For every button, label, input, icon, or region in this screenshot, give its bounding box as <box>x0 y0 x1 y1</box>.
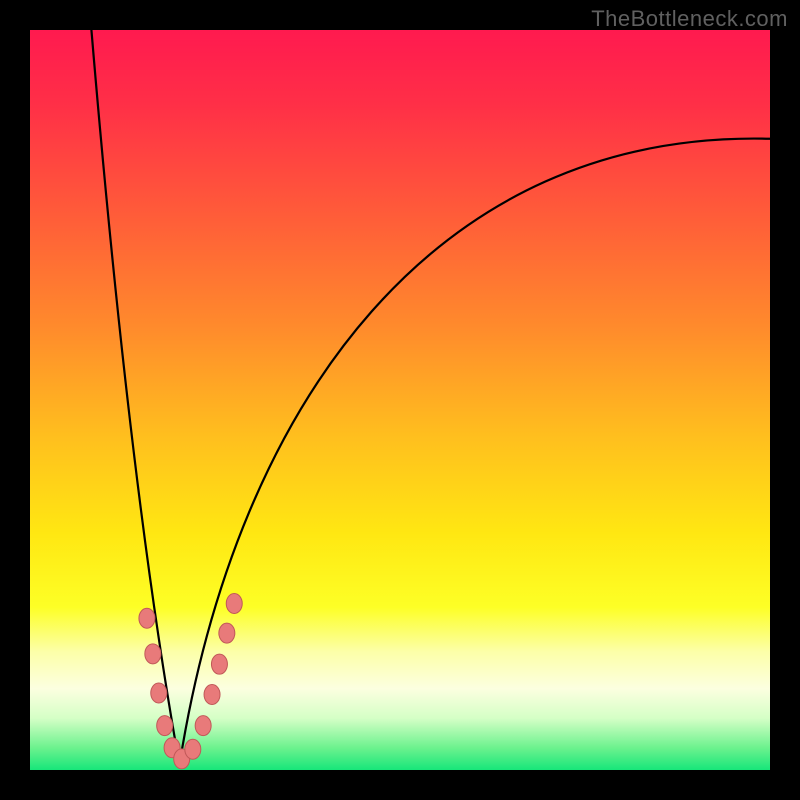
marker-point <box>185 739 201 759</box>
marker-point <box>195 716 211 736</box>
chart-container: TheBottleneck.com <box>0 0 800 800</box>
marker-point <box>145 644 161 664</box>
marker-point <box>204 685 220 705</box>
marker-point <box>157 716 173 736</box>
marker-point <box>226 594 242 614</box>
marker-point <box>211 654 227 674</box>
plot-area <box>30 30 770 770</box>
marker-point <box>219 623 235 643</box>
marker-point <box>151 683 167 703</box>
marker-point <box>139 608 155 628</box>
bottleneck-chart <box>0 0 800 800</box>
